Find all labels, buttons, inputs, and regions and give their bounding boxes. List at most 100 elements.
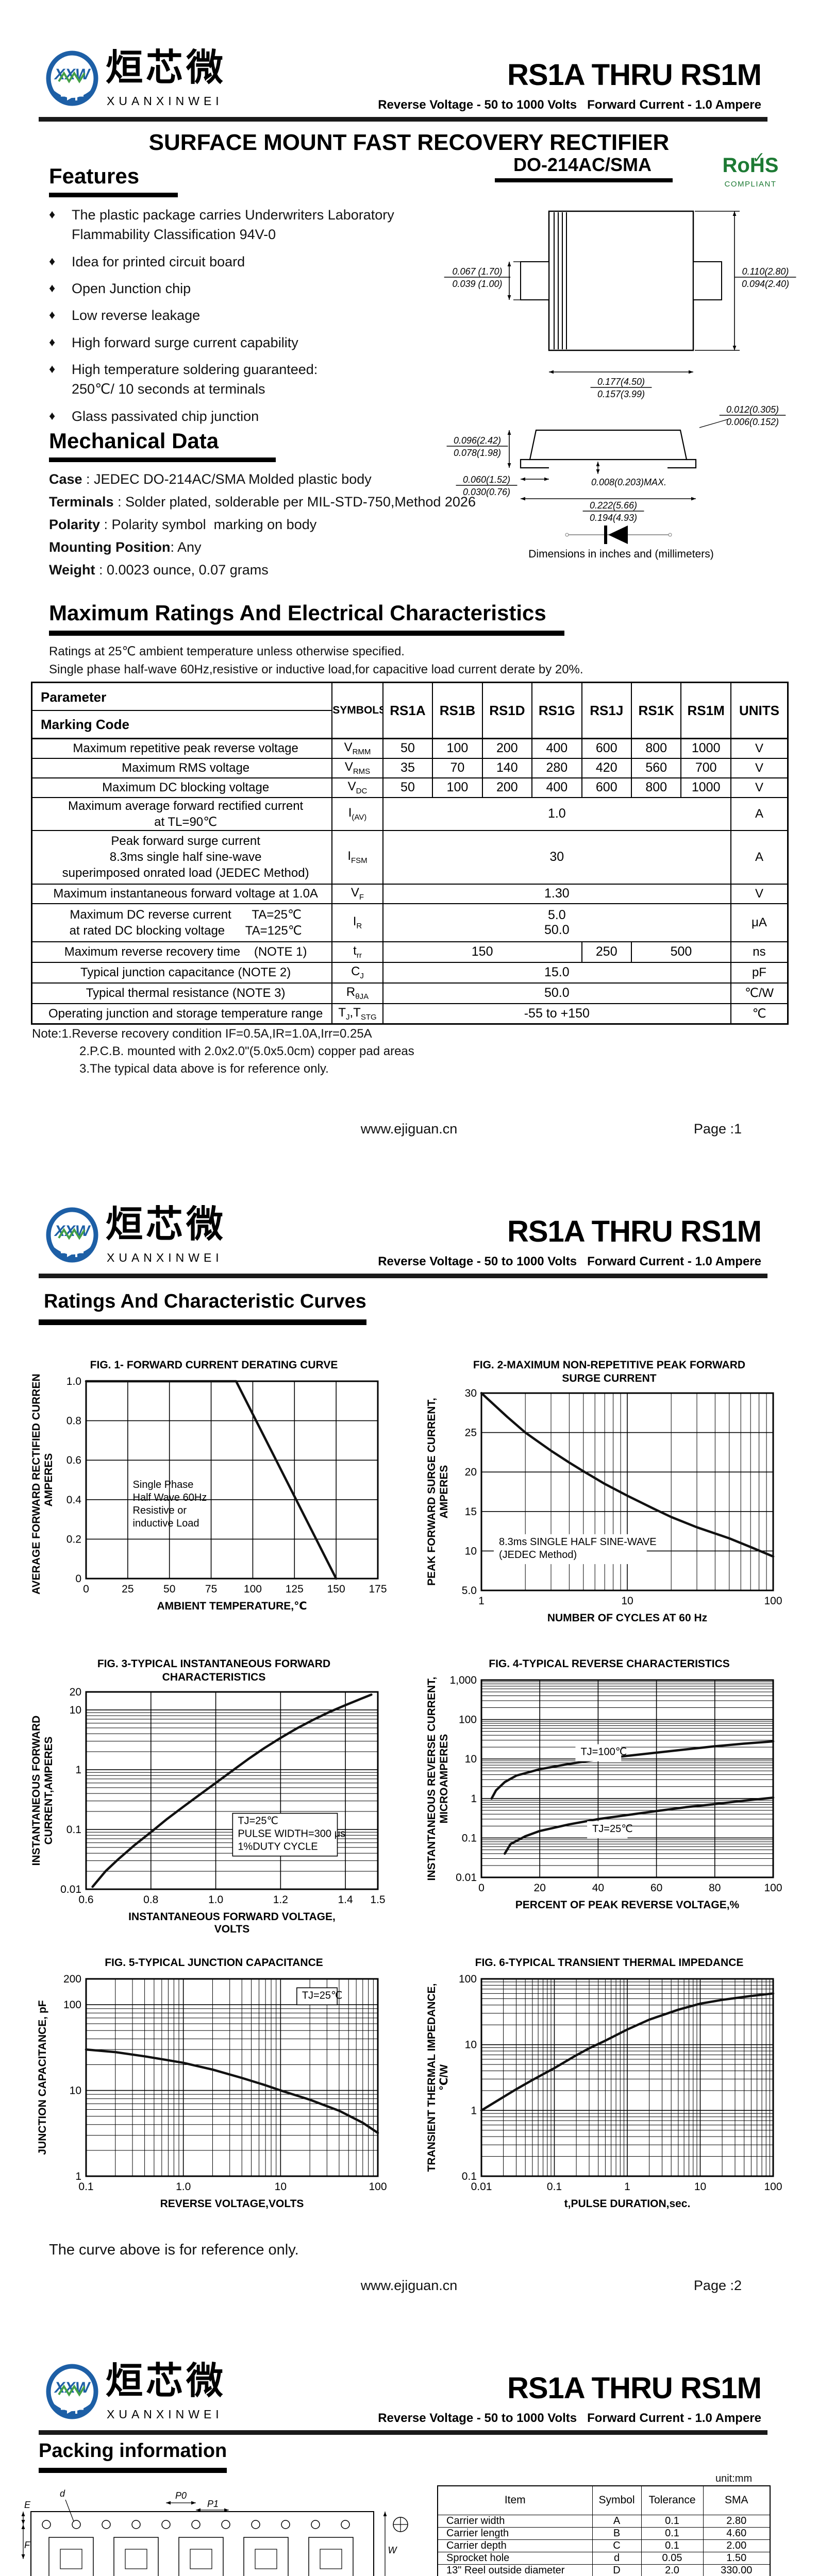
diamond-bullet-icon: ♦	[49, 335, 56, 349]
dim-value: 0.194(4.93)	[590, 513, 637, 523]
x-tick-label: 100	[369, 2181, 387, 2193]
symbol-cell: B	[592, 2527, 642, 2540]
table-header-row: Parameter Marking Code SYMBOLS RS1A RS1B RS1D…	[31, 682, 789, 739]
arrowhead	[521, 497, 525, 501]
document-subtitle: Reverse Voltage - 50 to 1000 Volts Forwa…	[378, 98, 761, 112]
table-row: 13" Reel outside diameter D 2.0 330.00	[437, 2564, 771, 2576]
x-tick-label: 1.2	[273, 1894, 288, 1906]
note-line: 2.P.C.B. mounted with 2.0x2.0"(5.0x5.0cm…	[79, 1044, 414, 1058]
arrowhead	[21, 2554, 25, 2559]
lead-foot-right	[667, 459, 697, 469]
document-title: RS1A THRU RS1M	[507, 58, 762, 92]
parameter-cell: Typical junction capacitance (NOTE 2)	[31, 961, 333, 984]
page-header: XXW 烜芯微 XUANXINWEI RS1A THRU RS1M Reverse Vo…	[0, 2313, 818, 2437]
x-tick-label: 40	[592, 1882, 604, 1894]
logo-icon-svg: XXW	[46, 50, 98, 106]
logo-bottom-segment	[51, 88, 94, 103]
sprocket-hole	[221, 2520, 230, 2529]
y-tick-label: 1,000	[449, 1674, 477, 1686]
figure-title: FIG. 3-TYPICAL INSTANTANEOUS FORWARD CHAR…	[28, 1657, 399, 1685]
value-cell: 200	[481, 738, 533, 759]
arrowhead	[507, 430, 511, 435]
dim-value: 0.008(0.203)MAX.	[591, 477, 666, 487]
table-row: Maximum average forward rectified curren…	[31, 796, 789, 831]
annotation-text: (JEDEC Method)	[499, 1549, 577, 1560]
mechanical-row: Polarity : Polarity symbol marking on bo…	[49, 513, 513, 536]
tape-dim-label: E	[24, 2500, 31, 2510]
figure-title: FIG. 4-TYPICAL REVERSE CHARACTERISTICS	[424, 1657, 795, 1673]
symbol-cell: trr	[331, 941, 383, 963]
table-row: Maximum reverse recovery time (NOTE 1) tr…	[31, 941, 789, 963]
x-tick-label: 1.5	[370, 1894, 385, 1906]
value-cell: 280	[531, 757, 582, 778]
table-row: Maximum DC blocking voltage VDC 50 100 200 40…	[31, 777, 789, 798]
arrowhead	[732, 346, 737, 350]
value-cell: 50	[382, 777, 433, 798]
value-cell: 100	[432, 777, 483, 798]
figure-6: FIG. 6-TYPICAL TRANSIENT THERMAL IMPEDAN…	[424, 1956, 795, 2224]
value-cell: 420	[581, 757, 632, 778]
unit-cell: ns	[730, 941, 789, 963]
y-axis-title: CURRENT,AMPERES	[43, 1736, 55, 1844]
ratings-table: Parameter Marking Code SYMBOLS RS1A RS1B RS1D…	[31, 682, 789, 1025]
sprocket-hole	[251, 2520, 260, 2529]
tolerance-cell: 0.1	[641, 2527, 704, 2540]
mechanical-rows: Case : JEDEC DO-214AC/SMA Molded plastic…	[49, 468, 513, 581]
page-2: XXW 烜芯微 XUANXINWEI RS1A THRU RS1M Reverse Vo…	[0, 1157, 818, 2313]
dim-value: 0.094(2.40)	[742, 279, 789, 289]
arrowhead	[507, 295, 511, 300]
package-body	[548, 210, 694, 351]
value-cell: 1.50	[703, 2551, 771, 2565]
value-cell: 2.00	[703, 2539, 771, 2552]
figure-4: FIG. 4-TYPICAL REVERSE CHARACTERISTICS 0 2…	[424, 1657, 795, 1925]
figure-3: FIG. 3-TYPICAL INSTANTANEOUS FORWARD CHAR…	[28, 1657, 399, 1937]
y-tick-label: 20	[465, 1466, 477, 1478]
feature-item: ♦ Idea for printed circuit board	[49, 252, 430, 272]
annotation-text: TJ=100℃	[580, 1747, 627, 1758]
symbol-cell: IFSM	[331, 829, 383, 885]
x-tick-label: 0.6	[78, 1894, 93, 1906]
x-tick-label: 100	[764, 1882, 782, 1894]
y-tick-label: 0.8	[66, 1415, 81, 1427]
curves-underline	[39, 1319, 366, 1325]
x-tick-label: 175	[369, 1583, 387, 1595]
symbol-cell: C	[592, 2539, 642, 2552]
note-line: Note:1.Reverse recovery condition IF=0.5…	[32, 1027, 372, 1041]
y-tick-label: 1	[471, 2105, 477, 2116]
brand-logo-cn: 烜芯微	[106, 47, 227, 89]
mechanical-label: Mounting Position	[49, 539, 171, 555]
parameter-cell: Peak forward surge current 8.3ms single …	[31, 829, 333, 885]
mechanical-underline	[49, 457, 276, 462]
logo-zigzag	[58, 1228, 86, 1240]
annotation-text: Half Wave 60Hz	[133, 1492, 207, 1503]
arrowhead	[732, 211, 737, 216]
header-rule	[39, 1274, 767, 1278]
tolerance-cell: 0.1	[641, 2514, 704, 2528]
y-tick-label: 0.4	[66, 1494, 82, 1506]
figure-title: FIG. 2-MAXIMUM NON-REPETITIVE PEAK FORWA…	[424, 1359, 795, 1386]
component	[190, 2549, 212, 2569]
y-tick-label: 10	[465, 1545, 477, 1557]
arrowhead	[689, 370, 693, 374]
x-tick-label: 75	[205, 1583, 217, 1595]
parameter-cell: Operating junction and storage temperatu…	[31, 1003, 333, 1025]
value-cell: 330.00	[703, 2564, 771, 2576]
y-tick-label: 0.6	[66, 1454, 81, 1466]
tape-reel-svg: dP0P1EFWPTDD1D2W1	[21, 2488, 408, 2576]
device-header: RS1G	[531, 682, 582, 739]
symbols-header: SYMBOLS	[331, 682, 383, 739]
feature-text: The plastic package carries Underwriters…	[72, 207, 394, 243]
feature-text: Low reverse leakage	[72, 308, 201, 324]
sprocket-hole	[341, 2520, 350, 2529]
figure-title-line: CHARACTERISTICS	[162, 1671, 266, 1684]
feature-item: ♦ High temperature soldering guaranteed: …	[49, 360, 430, 399]
parameter-cell: Maximum DC reverse current TA=25℃ at rat…	[31, 903, 333, 942]
chart-svg: 1 10 100 5.0 10 15 20 25 30 8.3ms SINGLE HALF SIN…	[426, 1387, 782, 1624]
arrowhead	[224, 2508, 229, 2512]
package-name: DO-214AC/SMA	[513, 154, 652, 175]
annotation-text: PULSE WIDTH=300 μs	[238, 1828, 345, 1839]
tape-dim-label: W	[388, 2545, 398, 2555]
y-tick-label: 10	[465, 2039, 477, 2051]
